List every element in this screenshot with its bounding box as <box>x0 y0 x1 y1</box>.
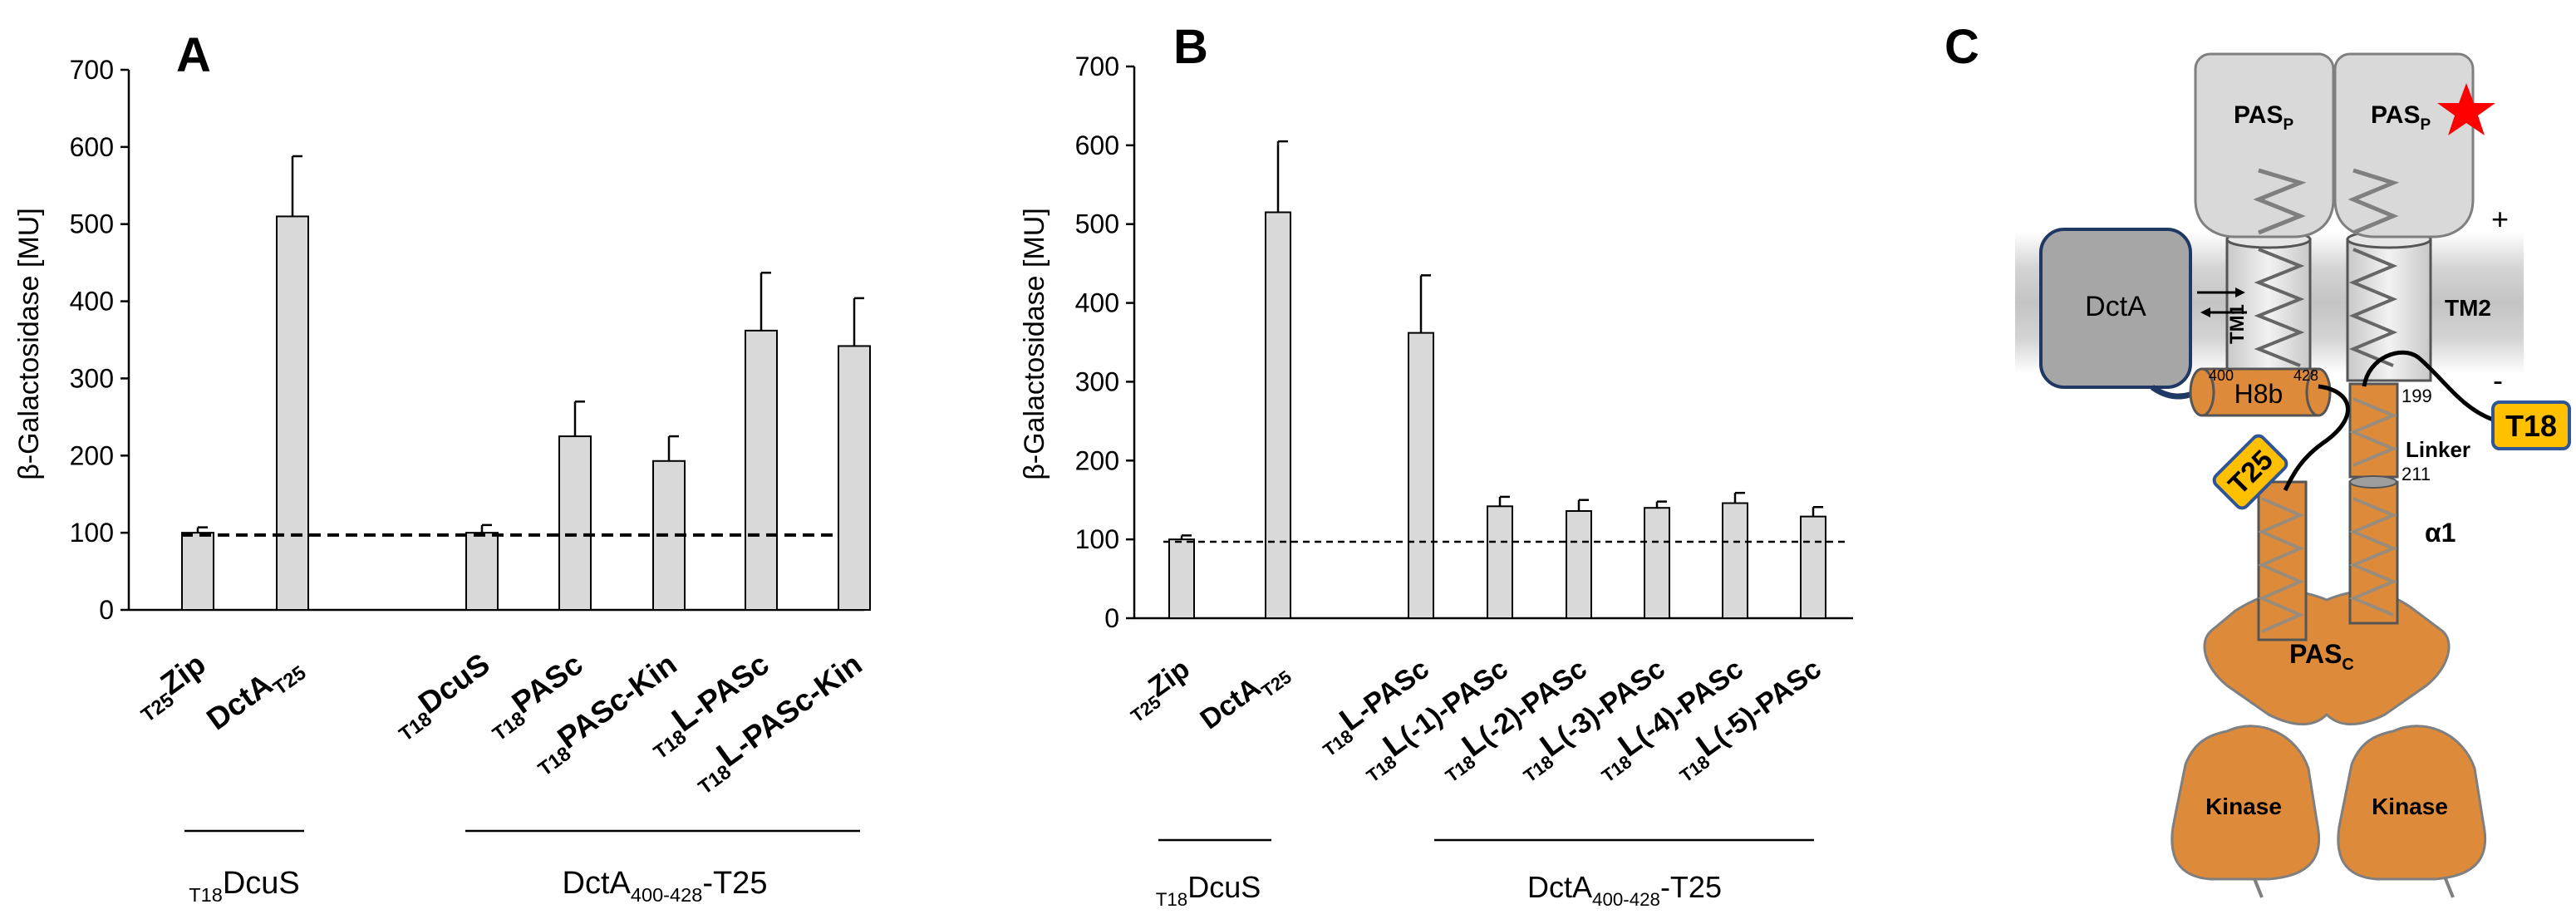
tm1-label: TM1 <box>2226 304 2249 344</box>
panel-label-a: A <box>176 28 211 82</box>
y-tick-label: 300 <box>1075 366 1119 396</box>
kinase-left-label: Kinase <box>2205 794 2282 819</box>
pas-c-label: PAS <box>2289 639 2342 669</box>
group-label: T18DcuS <box>1156 870 1261 910</box>
group-label-main: DctA <box>563 866 632 901</box>
svg-text:PASP: PASP <box>2371 101 2431 134</box>
group-label-sub: T18 <box>189 884 223 906</box>
h8b-end: 428 <box>2293 367 2318 384</box>
panel-c-schematic: + - Kinase Kinase PASC α1 <box>2015 52 2571 898</box>
tm2-label: TM2 <box>2445 295 2491 321</box>
bar <box>838 345 871 611</box>
svg-text:PASP: PASP <box>2234 101 2293 134</box>
kinase-left: Kinase <box>2170 725 2321 898</box>
linker-helix: Linker 199 211 <box>2348 382 2470 489</box>
y-tick-label: 400 <box>70 287 114 317</box>
bar <box>1644 507 1670 620</box>
group-label-after-sub: 400-428 <box>631 884 702 906</box>
group-label-main: DcuS <box>223 866 300 901</box>
bar <box>1487 505 1513 619</box>
kinase-right-label: Kinase <box>2372 794 2448 819</box>
bar <box>1408 332 1434 619</box>
bar <box>465 532 499 612</box>
group-label: DctA400-428-T25 <box>1527 870 1722 910</box>
y-tick-label: 400 <box>1075 288 1119 318</box>
bar <box>1800 515 1826 619</box>
category-label: T18DcuS <box>385 646 500 746</box>
group-label-main: DcuS <box>1187 870 1261 904</box>
pas-p-right-label: PAS <box>2371 101 2420 129</box>
t18-tag: T18 <box>2491 401 2571 450</box>
bar <box>558 435 592 611</box>
bar <box>1265 211 1291 619</box>
category-label: T25Zip <box>1117 653 1198 727</box>
bar <box>1566 509 1592 619</box>
dcta-box: DctA <box>2039 228 2247 400</box>
y-tick-label: 0 <box>1104 603 1119 633</box>
bar <box>181 532 214 612</box>
pas-p-left-label: PAS <box>2234 101 2283 129</box>
y-tick-label: 600 <box>70 132 114 162</box>
residue-199: 199 <box>2401 386 2432 406</box>
membrane-plus: + <box>2491 202 2509 236</box>
y-tick-label: 200 <box>70 440 114 470</box>
ligand-star-icon <box>2437 83 2495 135</box>
category-label: T25Zip <box>126 646 215 727</box>
alpha1-helices: α1 <box>2257 480 2456 641</box>
alpha1-label: α1 <box>2425 518 2456 548</box>
residue-211: 211 <box>2401 464 2431 484</box>
y-axis-label: β-Galactosidase [MU] <box>1019 208 1050 480</box>
bar <box>745 329 778 611</box>
panel-a: 0 100 200 300 400 500 600 700 β-Galactosidase [M… <box>13 55 872 906</box>
membrane-minus: - <box>2493 363 2503 397</box>
category-label-main: DctA <box>1194 671 1266 735</box>
y-tick-label: 100 <box>70 518 114 548</box>
bar <box>276 215 309 611</box>
bar <box>1168 538 1195 620</box>
y-tick-label: 500 <box>70 209 114 239</box>
h8b-helix: H8b 400 428 <box>2189 367 2332 417</box>
category-label-main: DcuS <box>412 646 496 720</box>
category-label-main: DctA <box>200 667 278 737</box>
y-axis-label: β-Galactosidase [MU] <box>13 208 45 480</box>
y-tick-label: 700 <box>70 55 114 85</box>
dcta-label: DctA <box>2085 291 2146 322</box>
linker-label: Linker <box>2406 437 2470 462</box>
panel-b: 0 100 200 300 400 500 600 700 β-Galactosidase [M… <box>1019 52 1853 910</box>
y-tick-label: 600 <box>1075 130 1119 160</box>
pas-p-right: PASP <box>2333 52 2495 238</box>
y-tick-label: 0 <box>99 595 114 625</box>
panel-label-b: B <box>1173 20 1208 74</box>
y-tick-label: 100 <box>1075 524 1119 554</box>
bar <box>1722 502 1748 619</box>
t18-label: T18 <box>2505 409 2557 443</box>
group-label-after: -T25 <box>702 866 767 901</box>
group-label: T18DcuS <box>189 866 300 906</box>
y-tick-label: 500 <box>1075 209 1119 239</box>
group-label-after-sub: 400-428 <box>1592 889 1660 910</box>
category-label: DctAT25 <box>1194 653 1295 740</box>
y-tick-label: 200 <box>1075 445 1119 475</box>
category-label: DctAT25 <box>200 646 310 742</box>
linker-curve-right <box>2362 350 2494 422</box>
pas-p-left-sub: P <box>2283 116 2293 134</box>
panel-label-c: C <box>1944 20 1979 74</box>
svg-text:PASC: PASC <box>2289 639 2354 674</box>
h8b-start: 400 <box>2209 367 2234 384</box>
pas-c-sub: C <box>2342 656 2353 674</box>
linker-curve-left <box>2283 384 2350 492</box>
pas-c-domain: PASC <box>2203 590 2451 726</box>
category-label: T18L-PASc-Kin <box>681 644 872 799</box>
y-tick-label: 700 <box>1075 52 1119 81</box>
group-label-main: DctA <box>1527 870 1592 904</box>
h8b-label: H8b <box>2234 379 2283 409</box>
pas-p-left: PASP <box>2194 52 2335 238</box>
pas-p-right-sub: P <box>2420 116 2431 134</box>
y-tick-label: 300 <box>70 363 114 393</box>
group-label: DctA400-428-T25 <box>563 866 768 906</box>
group-label-after: -T25 <box>1660 870 1722 904</box>
kinase-right: Kinase <box>2337 725 2487 898</box>
group-label-sub: T18 <box>1156 889 1187 910</box>
